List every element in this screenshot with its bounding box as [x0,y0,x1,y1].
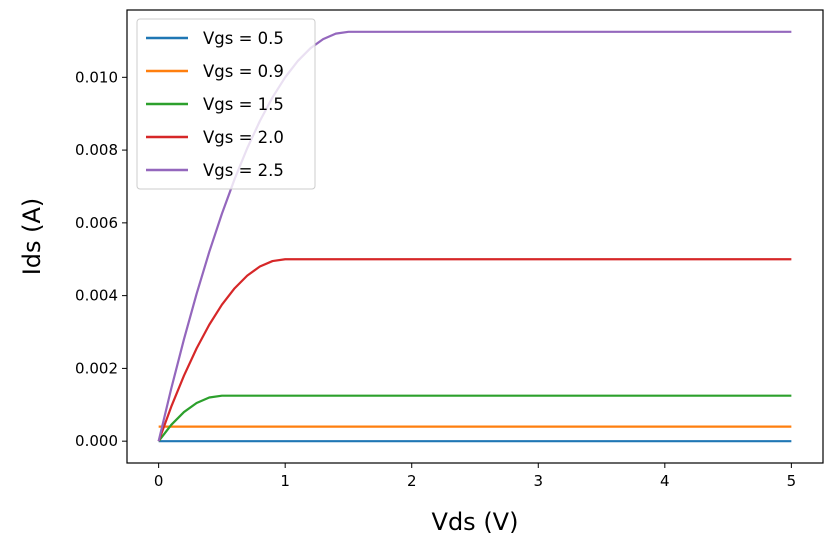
x-tick-label: 5 [787,472,797,490]
y-tick-label: 0.008 [75,141,118,159]
legend-label: Vgs = 2.5 [203,161,284,180]
x-tick-label: 3 [533,472,543,490]
y-tick-label: 0.002 [75,359,118,377]
x-axis-label: Vds (V) [432,508,519,536]
legend-label: Vgs = 1.5 [203,95,284,114]
plot-frame [126,9,824,464]
y-tick-label: 0.000 [75,432,118,450]
series-line-3 [157,394,792,442]
legend-label: Vgs = 0.9 [203,62,284,81]
legend: Vgs = 0.5 Vgs = 0.9 Vgs = 1.5 Vgs = 2.0 Vgs … [136,18,316,190]
legend-label: Vgs = 0.5 [203,29,284,48]
y-tick-label: 0.004 [75,287,118,305]
y-tick-label: 0.006 [75,214,118,232]
series-line-4 [157,258,792,442]
x-tick-label: 4 [660,472,670,490]
x-tick-label: 1 [280,472,290,490]
y-axis-label: Ids (A) [18,198,46,276]
x-tick-label: 2 [407,472,417,490]
y-tick-label: 0.010 [75,68,118,86]
x-tick-label: 0 [154,472,164,490]
x-axis: 0 1 2 3 4 5 [154,463,796,490]
legend-box [136,18,316,190]
legend-label: Vgs = 2.0 [203,128,284,147]
y-axis: 0.000 0.002 0.004 0.006 0.008 0.010 [75,68,127,450]
